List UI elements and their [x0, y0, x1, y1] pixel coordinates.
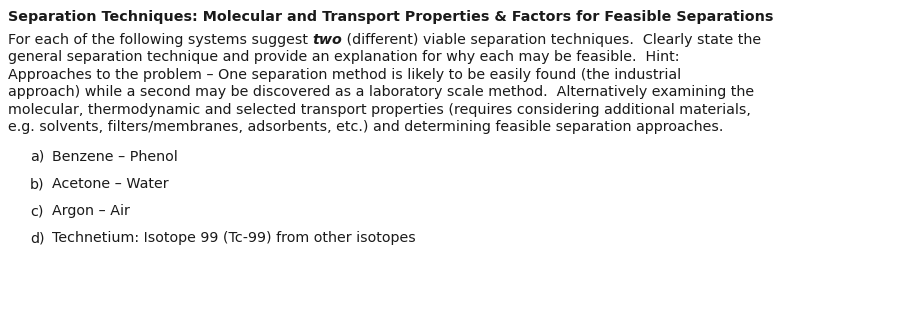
- Text: e.g. solvents, filters/membranes, adsorbents, etc.) and determining feasible sep: e.g. solvents, filters/membranes, adsorb…: [8, 120, 724, 134]
- Text: molecular, thermodynamic and selected transport properties (requires considering: molecular, thermodynamic and selected tr…: [8, 103, 751, 117]
- Text: b): b): [30, 177, 45, 191]
- Text: Technetium: Isotope 99 (Tc-99) from other isotopes: Technetium: Isotope 99 (Tc-99) from othe…: [52, 231, 415, 245]
- Text: For each of the following systems suggest: For each of the following systems sugges…: [8, 33, 313, 47]
- Text: Approaches to the problem – One separation method is likely to be easily found (: Approaches to the problem – One separati…: [8, 68, 681, 82]
- Text: Acetone – Water: Acetone – Water: [52, 177, 169, 191]
- Text: Argon – Air: Argon – Air: [52, 204, 129, 218]
- Text: Benzene – Phenol: Benzene – Phenol: [52, 150, 178, 164]
- Text: a): a): [30, 150, 44, 164]
- Text: two: two: [313, 33, 343, 47]
- Text: (different) viable separation techniques.  Clearly state the: (different) viable separation techniques…: [343, 33, 761, 47]
- Text: approach) while a second may be discovered as a laboratory scale method.  Altern: approach) while a second may be discover…: [8, 85, 754, 99]
- Text: c): c): [30, 204, 43, 218]
- Text: general separation technique and provide an explanation for why each may be feas: general separation technique and provide…: [8, 50, 680, 64]
- Text: Separation Techniques: Molecular and Transport Properties & Factors for Feasible: Separation Techniques: Molecular and Tra…: [8, 10, 773, 24]
- Text: d): d): [30, 231, 45, 245]
